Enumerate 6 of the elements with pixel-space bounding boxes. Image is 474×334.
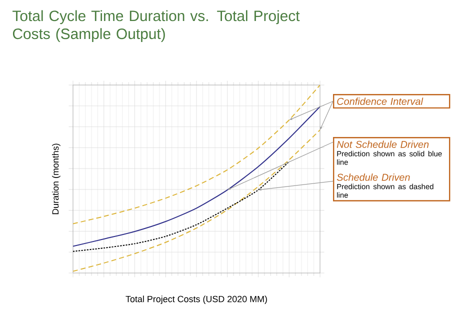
chart-title: Total Cycle Time Duration vs. Total Project Costs (Sample Output) bbox=[12, 10, 300, 42]
text: Schedule Driven bbox=[336, 174, 410, 181]
x-axis-title: Total Project Costs (USD 2020 MM) bbox=[126, 296, 267, 304]
text: Not Schedule Driven bbox=[336, 140, 429, 148]
y-axis-title: Duration (months) bbox=[52, 144, 60, 214]
text: Confidence Interval bbox=[337, 98, 424, 105]
